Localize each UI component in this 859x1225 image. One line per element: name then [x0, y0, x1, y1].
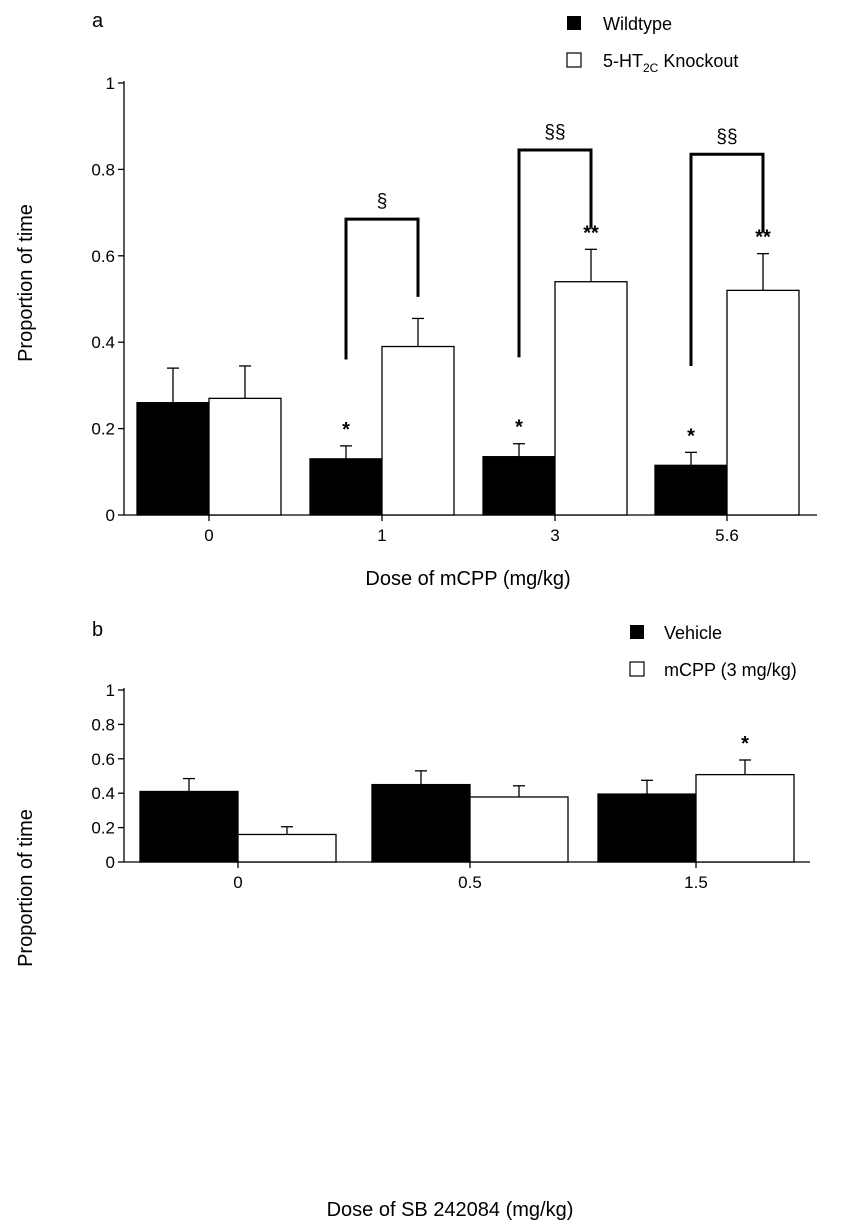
legend-b-label-mcpp: mCPP (3 mg/kg)	[664, 660, 797, 680]
panel-b-y-tick-label: 0.4	[91, 784, 115, 803]
panel-b-bar	[237, 833, 337, 863]
panel-a-comparison-label: §§	[544, 122, 565, 143]
legend-b-label-vehicle: Vehicle	[664, 623, 722, 643]
panel-b-y-tick-label: 0.2	[91, 819, 115, 838]
panel-a-y-tick-label: 0.2	[91, 420, 115, 439]
panel-b-significance-mark: *	[741, 733, 749, 755]
panel-a: a Wildtype 5-HT2C Knockout Proportion of…	[15, 10, 817, 590]
legend-b-swatch-mcpp	[629, 661, 645, 677]
panel-b-bar	[695, 773, 795, 863]
panel-a-y-tick-label: 0	[106, 506, 115, 525]
panel-b-y-tick-label: 0.8	[91, 715, 115, 734]
panel-a-y-tick-label: 1	[106, 74, 115, 93]
panel-b-x-tick-label: 1.5	[684, 873, 708, 892]
legend-a-label-wildtype: Wildtype	[603, 14, 672, 34]
plot-area-b: 0 0.2 0.4 0.6 0.8 1 0 0.5 1.5 *	[91, 681, 810, 892]
panel-b-x-tick-label: 0	[233, 873, 242, 892]
panel-b-xlabel: Dose of SB 242084 (mg/kg)	[327, 1199, 574, 1221]
panel-a-significance-mark: *	[342, 419, 350, 441]
panel-a-y-tick-label: 0.4	[91, 333, 115, 352]
panel-b-bar	[371, 783, 471, 863]
legend-a-knockout-rest: Knockout	[658, 51, 738, 71]
panel-a-comparison-label: §§	[716, 126, 737, 147]
legend-a-label-knockout: 5-HT2C Knockout	[603, 51, 738, 75]
panel-a-bar	[309, 458, 383, 516]
panel-a-y-tick-label: 0.8	[91, 160, 115, 179]
panel-a-x-tick-label: 1	[377, 526, 386, 545]
panel-a-bar	[208, 397, 282, 516]
panel-a-x-tick-label: 0	[204, 526, 213, 545]
panel-a-xlabel: Dose of mCPP (mg/kg)	[365, 568, 570, 590]
panel-a-ylabel: Proportion of time	[15, 204, 37, 362]
panel-b-y-tick-label: 1	[106, 681, 115, 700]
panel-a-label: a	[92, 10, 104, 32]
panel-b-bar	[469, 796, 569, 863]
panel-b-label: b	[92, 619, 103, 641]
legend-b-swatch-vehicle	[630, 625, 644, 639]
panel-a-comparison-bracket	[344, 217, 420, 360]
panel-a-bar	[654, 464, 728, 516]
panel-a-comparison-bracket	[517, 148, 593, 358]
panel-b: b Vehicle mCPP (3 mg/kg) Proportion of t…	[15, 619, 810, 1221]
panel-a-bar	[136, 402, 210, 516]
panel-b-ylabel: Proportion of time	[15, 809, 37, 967]
panel-b-y-tick-label: 0.6	[91, 750, 115, 769]
panel-b-x-tick-label: 0.5	[458, 873, 482, 892]
panel-a-bar	[726, 289, 800, 516]
panel-a-bar	[381, 345, 455, 516]
panel-b-bar	[139, 790, 239, 863]
panel-a-bar	[554, 281, 628, 516]
panel-a-significance-mark: **	[755, 227, 771, 249]
panel-a-y-tick-label: 0.6	[91, 247, 115, 266]
panel-b-y-tick-label: 0	[106, 853, 115, 872]
panel-a-x-tick-label: 3	[550, 526, 559, 545]
panel-b-bar	[597, 793, 697, 863]
panel-a-x-tick-label: 5.6	[715, 526, 739, 545]
legend-a-knockout-sub: 2C	[643, 61, 659, 75]
panel-a-significance-mark: *	[515, 417, 523, 439]
panel-a-comparison-label: §	[377, 191, 388, 212]
panel-a-bar	[482, 456, 556, 516]
plot-area-a: 00.20.40.60.810 1*3***5.6***§§§ §§	[91, 74, 817, 545]
legend-a-swatch-knockout	[566, 52, 582, 68]
legend-a-swatch-wildtype	[567, 16, 581, 30]
legend-a-knockout-main: 5-HT	[603, 51, 643, 71]
panel-a-comparison-bracket	[689, 152, 765, 366]
panel-a-significance-mark: **	[583, 222, 599, 244]
panel-a-significance-mark: *	[687, 425, 695, 447]
